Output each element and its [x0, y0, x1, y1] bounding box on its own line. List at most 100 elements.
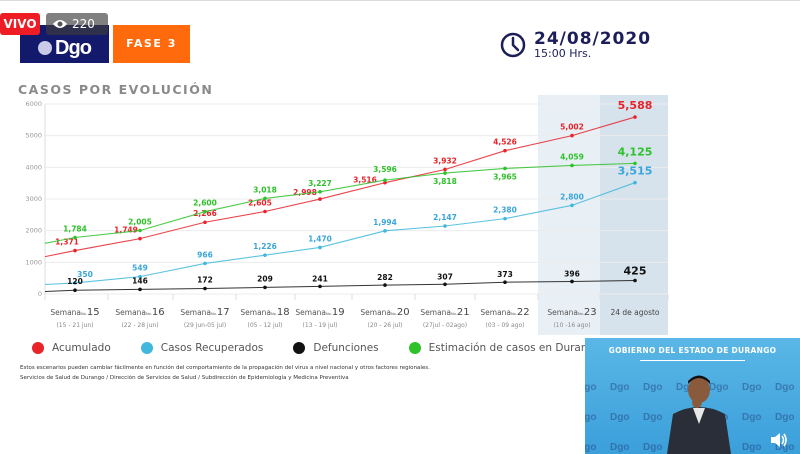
x-tick-label: SemanaNo.16 [115, 307, 164, 318]
legend-dot-icon [140, 342, 153, 354]
pattern-logo: Dgo [585, 412, 597, 423]
pattern-logo: Dgo [610, 382, 630, 393]
data-label-defunciones: 396 [564, 269, 580, 278]
data-point-recuperados [318, 245, 322, 250]
x-tick-sublabel: (22 - 28 jun) [121, 322, 158, 329]
data-point-estimacion [318, 190, 322, 194]
data-point-acumulado [570, 133, 574, 138]
data-label-acumulado: 2,998 [293, 188, 317, 197]
data-point-defunciones [138, 287, 142, 292]
x-tick-label: SemanaNo.22 [480, 307, 529, 318]
top-divider [0, 0, 800, 1]
phase-badge: FASE 3 [113, 25, 190, 63]
line-chart: 0 1000 2000 3000 4000 5000 6000 SemanaNo.15 (15 … [25, 95, 669, 335]
x-tick-sublabel: (03 - 09 ago) [486, 322, 525, 329]
pattern-logo: Dgo [643, 442, 663, 453]
date: 24/08/2020 [534, 29, 652, 49]
data-label-estimacion: 3,018 [253, 185, 277, 194]
data-label-acumulado: 4,526 [493, 138, 517, 147]
x-tick-label: SemanaNo.18 [240, 307, 289, 318]
data-point-acumulado [263, 209, 267, 214]
data-point-recuperados [633, 180, 637, 185]
pattern-logo: Dgo [775, 412, 795, 423]
data-point-recuperados [443, 224, 447, 228]
data-label-acumulado: 1,371 [55, 238, 79, 247]
data-label-recuperados: 1,994 [373, 218, 397, 227]
x-tick-sublabel: (05 - 12 jul) [248, 322, 283, 329]
data-point-defunciones [443, 282, 447, 287]
pattern-logo: Dgo [742, 382, 762, 393]
pattern-logo: Dgo [585, 382, 597, 393]
data-label-estimacion: 3,818 [433, 177, 457, 186]
data-label-defunciones: 172 [197, 276, 213, 285]
data-label-recuperados: 2,380 [493, 206, 517, 215]
data-point-acumulado [318, 197, 322, 201]
data-label-defunciones: 120 [67, 277, 83, 286]
data-label-recuperados: 2,147 [433, 213, 457, 222]
data-point-recuperados [73, 281, 77, 285]
seal-icon [38, 41, 53, 55]
x-tick-sublabel: (10 -16 ago) [553, 322, 590, 329]
data-label-acumulado: 3,932 [433, 156, 457, 165]
source-note: Servicios de Salud de Durango / Direcció… [20, 375, 349, 381]
data-point-acumulado [633, 115, 637, 119]
pattern-logo: Dgo [610, 412, 630, 423]
data-point-estimacion [443, 171, 447, 175]
viewer-count: 220 [46, 13, 108, 35]
x-tick-label: SemanaNo.15 [50, 307, 99, 318]
highlight-band [538, 95, 600, 335]
x-tick-label: SemanaNo.19 [295, 307, 344, 318]
y-tick-label: 2000 [25, 227, 42, 235]
data-point-defunciones [263, 285, 267, 290]
eye-icon [53, 20, 67, 28]
data-point-defunciones [203, 286, 207, 291]
data-label-acumulado: 5,588 [618, 99, 653, 112]
data-label-acumulado: 2,605 [248, 199, 272, 208]
y-tick-label: 5000 [25, 132, 42, 140]
pattern-logo: Dgo [775, 442, 795, 453]
x-tick-label: SemanaNo.23 [547, 307, 596, 318]
data-point-acumulado [383, 180, 387, 185]
data-label-defunciones: 373 [497, 270, 513, 279]
pattern-logo: Dgo [585, 442, 597, 453]
pattern-logo: Dgo [775, 382, 795, 393]
legend-item-acumulado: Acumulado [32, 342, 111, 354]
data-label-defunciones: 282 [377, 273, 393, 282]
y-tick-label: 4000 [25, 163, 42, 171]
video-title: GOBIERNO DEL ESTADO DE DURANGO [608, 346, 777, 355]
legend-dot-icon [293, 342, 306, 354]
legend-label: Estimación de casos en Durango [428, 342, 601, 354]
data-point-defunciones [318, 284, 322, 289]
x-tick-label: SemanaNo.20 [360, 307, 409, 318]
live-badge: VIVO [0, 13, 40, 35]
data-point-acumulado [203, 220, 207, 225]
data-point-recuperados [570, 203, 574, 208]
sign-language-video[interactable]: Dgo Dgo Dgo Dgo Dgo Dgo Dgo Dgo Dgo Dgo Dgo Dgo Dgo D… [585, 338, 800, 454]
data-point-defunciones [383, 283, 387, 287]
time: 15:00 Hrs. [534, 47, 592, 60]
data-point-acumulado [443, 167, 447, 172]
speaker-icon[interactable] [770, 432, 788, 448]
data-label-defunciones: 425 [624, 265, 647, 278]
data-point-estimacion [503, 166, 507, 171]
x-tick-sublabel: (13 - 19 jul) [303, 322, 338, 329]
data-point-defunciones [73, 288, 77, 293]
data-point-recuperados [263, 253, 267, 257]
data-label-recuperados: 1,226 [253, 242, 277, 251]
data-label-recuperados: 2,800 [560, 192, 584, 201]
pattern-logo: Dgo [643, 412, 663, 423]
data-label-acumulado: 3,516 [353, 176, 377, 185]
legend-item-defunciones: Defunciones [293, 342, 379, 354]
y-tick-label: 6000 [25, 100, 42, 108]
data-point-defunciones [570, 279, 574, 284]
legend-dot-icon [408, 342, 421, 354]
data-label-estimacion: 4,059 [560, 152, 584, 161]
data-label-estimacion: 2,005 [128, 218, 152, 227]
data-label-estimacion: 2,600 [193, 199, 217, 208]
date-time: 24/08/2020 15:00 Hrs. [500, 30, 651, 60]
data-label-estimacion: 4,125 [618, 145, 653, 158]
data-label-defunciones: 209 [257, 274, 273, 283]
legend-label: Acumulado [52, 342, 111, 354]
data-point-estimacion [203, 209, 207, 214]
data-point-estimacion [633, 161, 637, 166]
